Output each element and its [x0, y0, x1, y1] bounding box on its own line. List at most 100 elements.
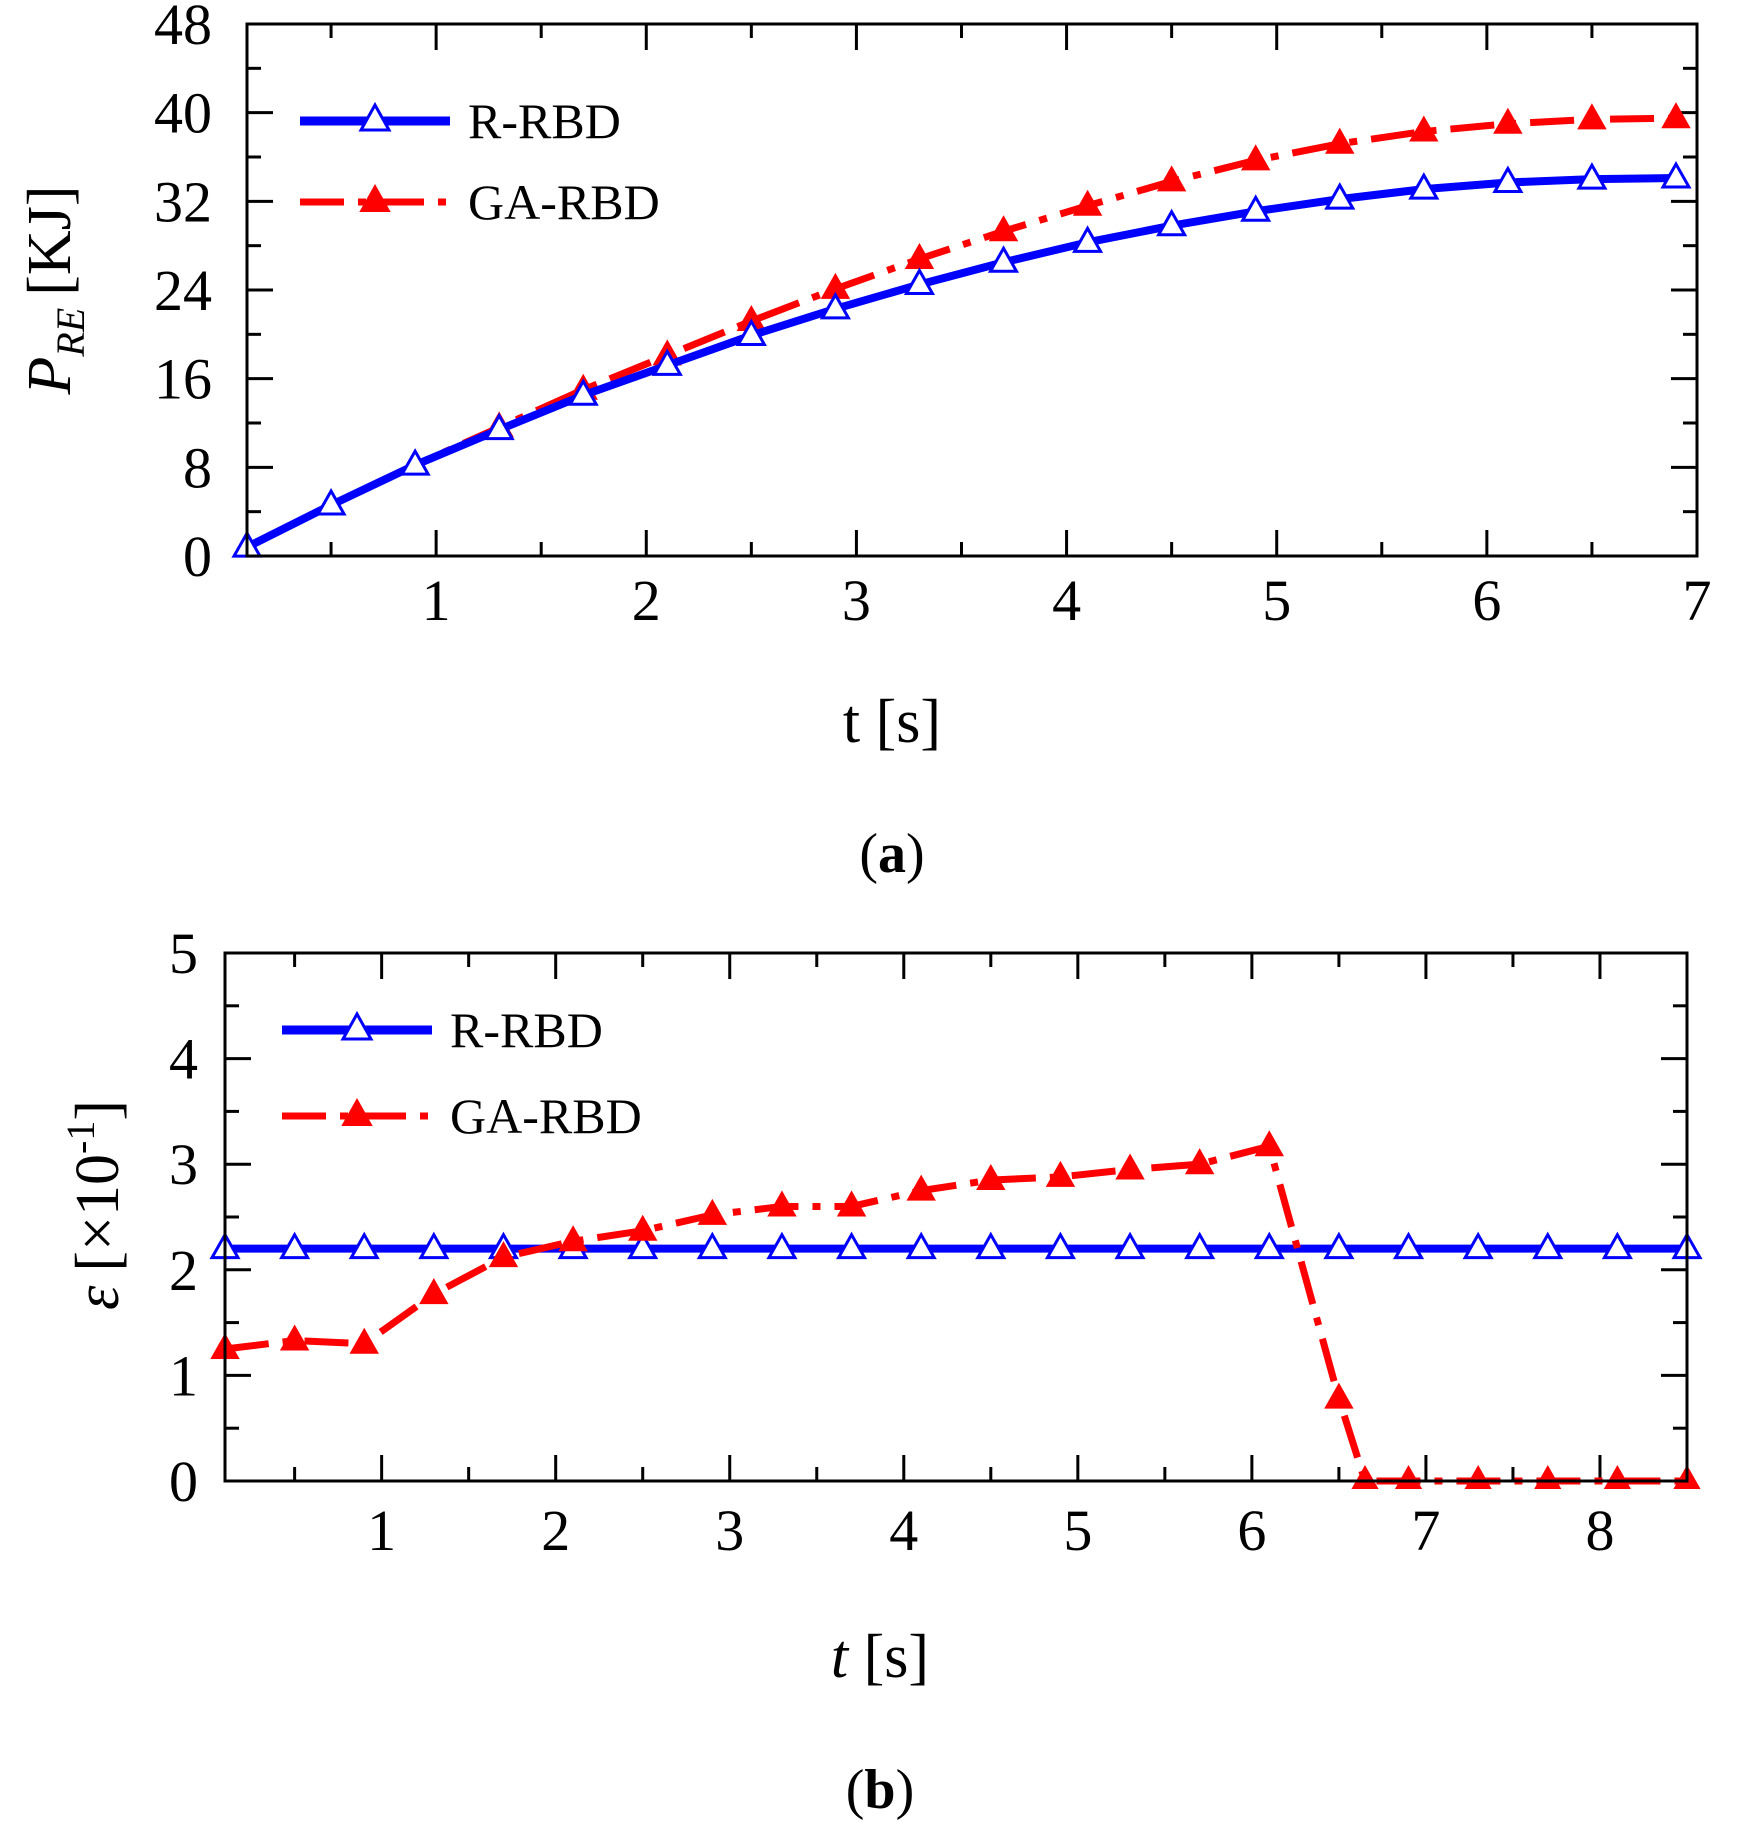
panel-b-plot-frame: [223, 951, 1689, 1483]
legend-entry-ga-rbd: GA-RBD: [282, 1088, 642, 1144]
data-point-ga-rbd: [1325, 127, 1355, 154]
panel-b-x-axis-title: t [s]: [831, 1623, 929, 1691]
y-title-unit: [×10: [64, 1154, 132, 1272]
data-point-ga-rbd: [1577, 103, 1607, 130]
panel-b-caption: (b): [846, 1759, 914, 1821]
data-point-r-rbd: [1408, 172, 1440, 200]
legend-marker-r-rbd: [358, 101, 392, 132]
y-tick-label: 32: [154, 169, 212, 234]
panel-a-tick-labels: 1 2 3 4 5 6 7 0 8 16 24 32 40 48: [154, 0, 1712, 633]
data-point-ga-rbd: [1534, 1464, 1562, 1489]
y-tick-label: 48: [154, 0, 212, 57]
data-point-r-rbd: [766, 1231, 798, 1260]
data-point-r-rbd: [1253, 1231, 1285, 1260]
data-point-r-rbd: [1576, 162, 1608, 190]
data-point-r-rbd: [903, 267, 936, 295]
data-point-r-rbd: [567, 378, 599, 406]
x-tick-label: 6: [1237, 1498, 1266, 1563]
legend-entry-r-rbd: R-RBD: [300, 93, 621, 149]
y-tick-label: 24: [154, 258, 212, 323]
x-tick-label: 3: [715, 1498, 744, 1563]
data-point-r-rbd: [1492, 165, 1524, 193]
data-point-ga-rbd: [1072, 189, 1103, 216]
data-point-ga-rbd: [906, 1174, 936, 1201]
data-point-r-rbd: [1156, 208, 1188, 237]
panel-a-ticks: [247, 22, 1699, 558]
data-point-r-rbd: [819, 291, 851, 320]
data-point-r-rbd: [348, 1231, 380, 1260]
panel-a-legend: R-RBD GA-RBD: [300, 93, 660, 230]
data-point-ga-rbd: [836, 1190, 867, 1217]
y-tick-label: 2: [169, 1238, 198, 1303]
series-group: [209, 1130, 1703, 1489]
x-tick-label: 1: [422, 568, 451, 633]
y-tick-label: 4: [169, 1027, 198, 1092]
data-point-ga-rbd: [976, 1164, 1006, 1191]
data-point-ga-rbd: [767, 1190, 797, 1217]
y-title-close: ]: [64, 1100, 132, 1121]
x-tick-label: 2: [632, 568, 661, 633]
data-point-r-rbd: [1240, 194, 1272, 222]
data-point-r-rbd: [651, 348, 683, 376]
data-point-ga-rbd: [1045, 1160, 1076, 1187]
panel-b-chart: 1 2 3 4 5 6 7 8 0 1 2 3 4 5 R-RBD GA-RBD t [s] ε [×10-…: [58, 921, 1703, 1821]
panel-a-chart: 1 2 3 4 5 6 7 0 8 16 24 32 40 48 R-RBD GA-RBD t [s] P…: [16, 0, 1712, 885]
y-tick-label: 5: [169, 921, 198, 986]
y-tick-label: 8: [183, 435, 212, 500]
y-tick-label: 40: [154, 81, 212, 146]
x-tick-label: 6: [1472, 568, 1501, 633]
data-point-ga-rbd: [1156, 165, 1187, 192]
panel-a-caption: (a): [859, 823, 924, 885]
legend-label-ga-rbd: GA-RBD: [450, 1088, 642, 1144]
legend-entry-r-rbd: R-RBD: [282, 1002, 603, 1058]
panel-b-tick-labels: 1 2 3 4 5 6 7 8 0 1 2 3 4 5: [169, 921, 1614, 1563]
data-point-r-rbd: [1324, 182, 1356, 210]
series-group: [231, 102, 1692, 558]
data-point-ga-rbd: [1115, 1153, 1145, 1180]
data-point-ga-rbd: [988, 215, 1019, 242]
legend-entry-ga-rbd: GA-RBD: [300, 174, 660, 230]
y-tick-label: 3: [169, 1132, 198, 1197]
data-point-r-rbd: [399, 448, 431, 476]
data-point-ga-rbd: [1464, 1464, 1492, 1489]
data-point-r-rbd: [1184, 1231, 1216, 1260]
x-tick-label: 8: [1585, 1498, 1614, 1563]
panel-a-plot-frame: [245, 22, 1699, 558]
legend-label-r-rbd: R-RBD: [468, 93, 621, 149]
panel-a-x-axis-title: t [s]: [843, 688, 941, 756]
y-tick-label: 16: [154, 347, 212, 412]
data-point-ga-rbd: [349, 1327, 379, 1354]
legend-marker-ga-rbd: [359, 183, 391, 212]
x-tick-label: 4: [889, 1498, 918, 1563]
y-title-exponent: -1: [58, 1121, 103, 1154]
svg-text:PRE[KJ]: PRE [KJ]: [16, 186, 93, 396]
data-point-ga-rbd: [488, 1241, 519, 1268]
y-title-symbol: ε: [64, 1285, 132, 1310]
data-point-ga-rbd: [1351, 1464, 1379, 1489]
data-point-ga-rbd: [279, 1324, 310, 1351]
data-point-r-rbd: [905, 1231, 937, 1260]
data-point-r-rbd: [279, 1231, 311, 1260]
x-tick-label: 5: [1063, 1498, 1092, 1563]
data-point-r-rbd: [696, 1231, 728, 1260]
data-point-ga-rbd: [1240, 144, 1271, 171]
panel-b-series: [209, 1130, 1703, 1489]
y-title-subscript: RE: [48, 308, 93, 358]
svg-text:ε[×10-1]: ε [×10-1]: [58, 1100, 132, 1310]
panel-b-ticks: [225, 951, 1689, 1483]
data-point-ga-rbd: [558, 1225, 588, 1252]
data-point-r-rbd: [975, 1231, 1007, 1260]
x-tick-label: 2: [541, 1498, 570, 1563]
y-tick-label: 0: [183, 524, 212, 589]
data-point-ga-rbd: [1603, 1464, 1631, 1489]
data-point-r-rbd: [1532, 1231, 1564, 1260]
y-title-unit: [KJ]: [16, 186, 84, 296]
data-point-r-rbd: [987, 245, 1020, 273]
data-point-r-rbd: [1072, 225, 1104, 253]
x-tick-label: 5: [1262, 568, 1291, 633]
data-point-r-rbd: [1392, 1231, 1425, 1260]
data-point-r-rbd: [1462, 1231, 1494, 1260]
data-point-r-rbd: [1660, 161, 1692, 189]
panel-a-series: [231, 102, 1692, 558]
